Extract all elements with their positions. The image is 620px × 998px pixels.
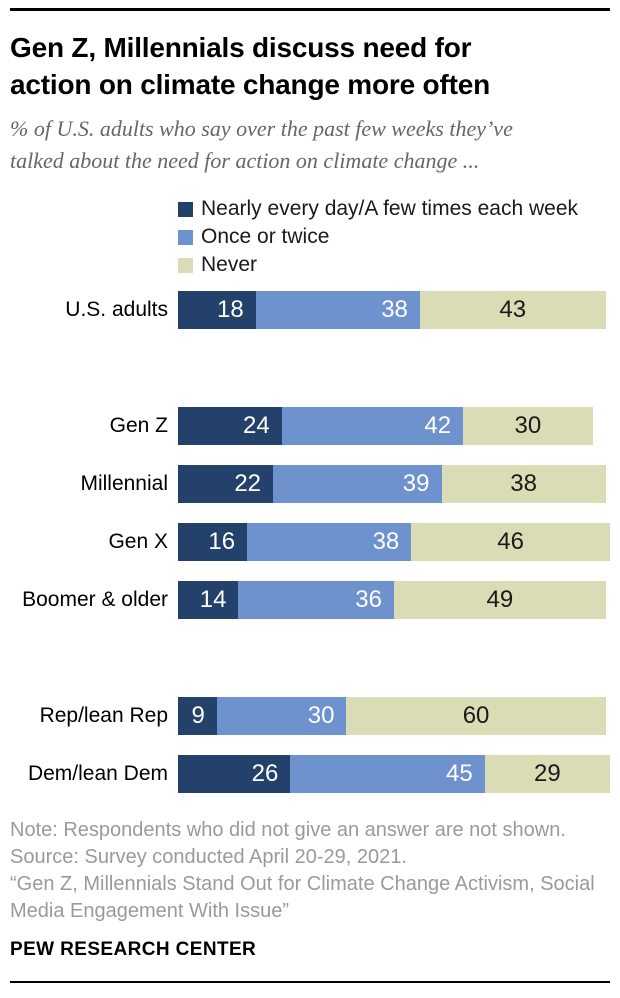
stacked-bar: 9 30 60	[178, 697, 610, 735]
report-title-line-2: Media Engagement With Issue”	[10, 900, 290, 922]
value-label: 46	[497, 528, 524, 555]
legend-label: Never	[201, 253, 258, 276]
value-label: 38	[372, 528, 400, 555]
value-label: 24	[242, 412, 270, 439]
value-label: 42	[424, 412, 452, 439]
value-label: 38	[510, 470, 537, 497]
bar-segment-never: 43	[419, 291, 606, 329]
page-title: Gen Z, Millennials discuss need for acti…	[10, 29, 610, 103]
value-label: 16	[208, 528, 236, 555]
note-line: Note: Respondents who did not give an an…	[10, 819, 566, 841]
bar-segment-once-or-twice: 38	[255, 291, 420, 329]
row-label: Dem/lean Dem	[27, 762, 168, 785]
chart-row: Gen X 16 38 46	[10, 523, 610, 561]
bar-segment-never: 29	[484, 755, 610, 793]
row-label: Millennial	[80, 472, 168, 495]
value-label: 49	[486, 586, 514, 613]
stacked-bar: 18 38 43	[178, 291, 610, 329]
value-label: 26	[251, 760, 279, 787]
chart-row: Boomer & older 14 36 49	[10, 581, 610, 619]
stacked-bar: 16 38 46	[178, 523, 610, 561]
row-label: U.S. adults	[65, 298, 168, 321]
report-title-line-1: “Gen Z, Millennials Stand Out for Climat…	[10, 873, 595, 895]
value-label: 22	[234, 470, 262, 497]
chart-legend: Nearly every day/A few times each week O…	[178, 195, 610, 279]
subtitle-line-2: talked about the need for action on clim…	[10, 148, 480, 173]
title-line-1: Gen Z, Millennials discuss need for	[10, 32, 472, 63]
bar-segment-once-or-twice: 30	[216, 697, 347, 735]
value-label: 43	[499, 296, 527, 323]
bar-segment-never: 46	[411, 523, 610, 561]
bar-segment-once-or-twice: 36	[238, 581, 394, 619]
bar-segment-never: 38	[441, 465, 606, 503]
stacked-bar-chart: U.S. adults 18 38 43 Gen Z 24 42 30 Millennial 22…	[10, 291, 610, 793]
bar-segment-never: 60	[346, 697, 606, 735]
bar-segment-once-or-twice: 39	[273, 465, 442, 503]
bar-segment-once-or-twice: 38	[247, 523, 412, 561]
value-label: 45	[446, 760, 473, 787]
bar-segment-nearly-every-day: 9	[178, 697, 217, 735]
legend-item-once-or-twice: Once or twice	[178, 223, 610, 251]
value-label: 29	[533, 760, 561, 787]
value-label: 60	[462, 702, 490, 729]
chart-group: Gen Z 24 42 30 Millennial 22 39 38 Gen X 16 38 46 Bo…	[10, 407, 610, 619]
stacked-bar: 26 45 29	[178, 755, 610, 793]
bar-segment-never: 49	[393, 581, 606, 619]
value-label: 9	[191, 702, 205, 729]
legend-label: Once or twice	[201, 225, 330, 248]
legend-swatch-navy-icon	[178, 201, 193, 217]
top-divider	[10, 8, 610, 11]
chart-row: Dem/lean Dem 26 45 29	[10, 755, 610, 793]
bar-segment-nearly-every-day: 16	[178, 523, 248, 561]
stacked-bar: 14 36 49	[178, 581, 610, 619]
source-line: Source: Survey conducted April 20-29, 20…	[10, 846, 407, 868]
bar-segment-nearly-every-day: 14	[178, 581, 239, 619]
bar-segment-nearly-every-day: 24	[178, 407, 282, 445]
value-label: 36	[355, 586, 382, 613]
legend-item-nearly-every-day: Nearly every day/A few times each week	[178, 195, 610, 223]
stacked-bar: 24 42 30	[178, 407, 610, 445]
chart-row: Millennial 22 39 38	[10, 465, 610, 503]
chart-row: U.S. adults 18 38 43	[10, 291, 610, 329]
value-label: 39	[402, 470, 430, 497]
stacked-bar: 22 39 38	[178, 465, 610, 503]
legend-label: Nearly every day/A few times each week	[201, 197, 578, 220]
legend-swatch-blue-icon	[178, 229, 193, 245]
title-line-2: action on climate change more often	[10, 69, 490, 100]
bar-segment-once-or-twice: 42	[281, 407, 464, 445]
bar-segment-nearly-every-day: 18	[178, 291, 256, 329]
pew-research-center-wordmark: PEW RESEARCH CENTER	[10, 939, 257, 960]
value-label: 30	[307, 702, 335, 729]
bar-segment-once-or-twice: 45	[290, 755, 485, 793]
chart-row: Rep/lean Rep 9 30 60	[10, 697, 610, 735]
row-label: Boomer & older	[22, 588, 168, 611]
value-label: 38	[381, 296, 408, 323]
chart-row: Gen Z 24 42 30	[10, 407, 610, 445]
row-label: Gen X	[108, 530, 168, 553]
legend-item-never: Never	[178, 251, 610, 279]
subtitle-line-1: % of U.S. adults who say over the past f…	[10, 116, 513, 141]
bar-segment-nearly-every-day: 22	[178, 465, 274, 503]
legend-swatch-olive-icon	[178, 257, 193, 273]
row-label: Rep/lean Rep	[39, 704, 168, 727]
chart-subtitle: % of U.S. adults who say over the past f…	[10, 113, 610, 177]
bottom-divider	[10, 981, 610, 983]
bar-segment-nearly-every-day: 26	[178, 755, 291, 793]
chart-notes: Note: Respondents who did not give an an…	[10, 817, 610, 925]
value-label: 18	[217, 296, 244, 323]
value-label: 30	[514, 412, 542, 439]
value-label: 14	[199, 586, 227, 613]
chart-group: Rep/lean Rep 9 30 60 Dem/lean Dem 26 45 29	[10, 697, 610, 793]
bar-segment-never: 30	[463, 407, 593, 445]
row-label: Gen Z	[109, 414, 168, 437]
chart-group: U.S. adults 18 38 43	[10, 291, 610, 329]
